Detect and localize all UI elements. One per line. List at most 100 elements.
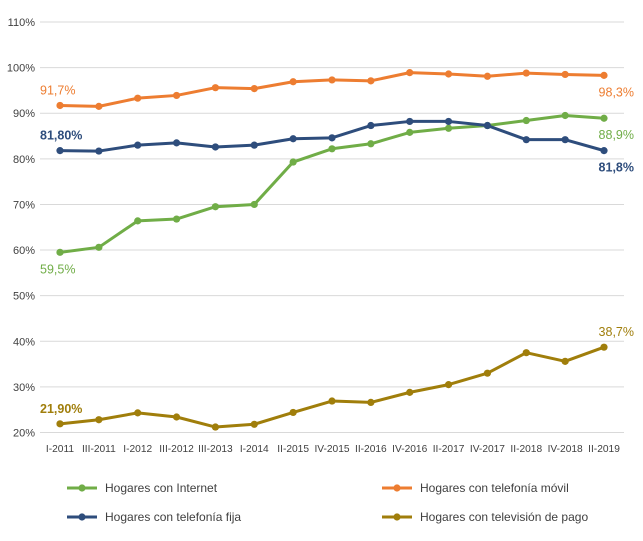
data-point-hogares-con-telefon-a-m-vil <box>444 70 453 78</box>
data-point-hogares-con-internet <box>561 111 569 120</box>
data-point-hogares-con-telefon-a-fija <box>522 136 530 144</box>
data-point-hogares-con-telefon-a-fija <box>134 141 142 149</box>
data-point-hogares-con-televisi-n-de-pago <box>600 343 608 351</box>
data-point-hogares-con-telefon-a-fija <box>367 121 375 130</box>
data-point-hogares-con-internet <box>172 215 181 223</box>
y-axis-tick-label: 70% <box>13 199 35 211</box>
legend-label-telefonia-fija: Hogares con telefonía fija <box>105 510 242 524</box>
data-label-first-hogares-con-televisi-n-de-pago: 21,90% <box>40 402 82 416</box>
data-point-hogares-con-telefon-a-m-vil <box>600 71 608 79</box>
data-point-hogares-con-televisi-n-de-pago <box>172 413 181 421</box>
data-point-hogares-con-televisi-n-de-pago <box>561 357 569 365</box>
x-axis-tick-label: III-2011 <box>82 444 116 455</box>
x-axis-tick-label: II-2015 <box>277 444 309 455</box>
data-point-hogares-con-internet <box>211 203 220 211</box>
data-label-last-hogares-con-telefon-a-m-vil: 98,3% <box>599 85 634 99</box>
data-point-hogares-con-televisi-n-de-pago <box>444 381 453 389</box>
data-label-first-hogares-con-telefon-a-fija: 81,80% <box>40 129 82 143</box>
data-label-last-hogares-con-internet: 88,9% <box>599 128 634 142</box>
x-axis-tick-label: IV-2016 <box>392 444 427 455</box>
data-point-hogares-con-televisi-n-de-pago <box>56 420 64 428</box>
y-axis-tick-label: 50% <box>13 291 35 303</box>
x-axis-tick-label: IV-2018 <box>548 444 583 455</box>
data-point-hogares-con-telefon-a-fija <box>172 139 181 147</box>
x-axis-tick-label: I-2014 <box>240 444 269 455</box>
legend-item-hogares-con-telefonia-fija: Hogares con telefonía fija <box>66 509 241 525</box>
data-label-last-hogares-con-telefon-a-fija: 81,8% <box>599 161 634 175</box>
x-axis-tick-label: I-2011 <box>46 444 74 455</box>
y-axis-tick-label: 80% <box>13 154 35 166</box>
legend-item-hogares-con-internet: Hogares con Internet <box>66 480 217 496</box>
data-point-hogares-con-telefon-a-m-vil <box>289 78 297 86</box>
data-point-hogares-con-televisi-n-de-pago <box>289 408 297 417</box>
legend-label-television-pago: Hogares con televisión de pago <box>420 510 589 524</box>
legend-label-internet: Hogares con Internet <box>105 481 218 495</box>
y-axis-tick-label: 90% <box>13 108 35 120</box>
data-point-hogares-con-internet <box>406 128 414 136</box>
data-point-hogares-con-telefon-a-m-vil <box>56 101 64 110</box>
data-point-hogares-con-telefon-a-m-vil <box>406 69 414 77</box>
data-point-hogares-con-televisi-n-de-pago <box>328 397 336 405</box>
data-point-hogares-con-telefon-a-fija <box>250 141 258 149</box>
data-point-hogares-con-telefon-a-fija <box>444 117 453 126</box>
x-axis-tick-label: II-2018 <box>510 444 542 455</box>
data-point-hogares-con-televisi-n-de-pago <box>522 349 530 357</box>
legend-label-telefonia-movil: Hogares con telefonía móvil <box>420 481 569 495</box>
y-axis-tick-label: 60% <box>13 245 35 257</box>
y-axis-tick-label: 40% <box>13 336 35 348</box>
data-point-hogares-con-telefon-a-m-vil <box>172 91 181 100</box>
x-axis-tick-label: II-2016 <box>355 444 387 455</box>
data-point-hogares-con-televisi-n-de-pago <box>483 369 492 377</box>
x-axis-tick-label: III-2013 <box>198 444 233 455</box>
legend-marker-television-pago-icon <box>382 513 412 521</box>
x-axis-tick-label: IV-2015 <box>314 444 349 455</box>
x-axis-tick-label: II-2019 <box>588 444 620 455</box>
data-point-hogares-con-internet <box>600 114 608 122</box>
data-point-hogares-con-televisi-n-de-pago <box>95 416 103 424</box>
y-axis-tick-label: 20% <box>13 428 35 440</box>
x-axis-tick-label: I-2012 <box>123 444 152 455</box>
data-point-hogares-con-telefon-a-fija <box>211 143 220 151</box>
data-point-hogares-con-internet <box>444 124 453 132</box>
data-label-first-hogares-con-telefon-a-m-vil: 91,7% <box>40 83 75 97</box>
data-point-hogares-con-telefon-a-m-vil <box>328 76 336 84</box>
x-axis-tick-label: IV-2017 <box>470 444 505 455</box>
data-point-hogares-con-internet <box>328 145 336 153</box>
data-point-hogares-con-internet <box>250 200 258 209</box>
y-axis-tick-label: 110% <box>8 17 36 29</box>
data-point-hogares-con-internet <box>95 243 103 251</box>
data-point-hogares-con-internet <box>522 116 530 125</box>
data-point-hogares-con-televisi-n-de-pago <box>211 423 220 431</box>
data-point-hogares-con-telefon-a-fija <box>600 147 608 155</box>
data-point-hogares-con-televisi-n-de-pago <box>134 409 142 417</box>
legend-item-hogares-con-telefonia-movil: Hogares con telefonía móvil <box>381 480 569 496</box>
data-label-last-hogares-con-televisi-n-de-pago: 38,7% <box>599 325 634 339</box>
data-point-hogares-con-internet <box>56 248 64 256</box>
data-point-hogares-con-telefon-a-fija <box>483 121 492 130</box>
data-point-hogares-con-telefon-a-fija <box>289 135 297 143</box>
x-axis-tick-label: III-2012 <box>159 444 194 455</box>
x-axis-tick-label: II-2017 <box>433 444 465 455</box>
data-point-hogares-con-televisi-n-de-pago <box>250 420 258 428</box>
data-point-hogares-con-televisi-n-de-pago <box>367 398 375 406</box>
legend-marker-telefonia-movil-icon <box>382 484 412 492</box>
data-point-hogares-con-telefon-a-fija <box>56 147 64 155</box>
data-point-hogares-con-telefon-a-m-vil <box>522 69 530 77</box>
data-point-hogares-con-telefon-a-m-vil <box>483 72 492 80</box>
legend-marker-internet-icon <box>67 484 97 492</box>
data-point-hogares-con-internet <box>367 140 375 148</box>
data-point-hogares-con-telefon-a-m-vil <box>561 70 569 79</box>
data-point-hogares-con-telefon-a-fija <box>95 147 103 155</box>
data-point-hogares-con-telefon-a-m-vil <box>250 84 258 93</box>
data-point-hogares-con-telefon-a-fija <box>406 117 414 126</box>
data-point-hogares-con-telefon-a-m-vil <box>367 77 375 85</box>
data-point-hogares-con-internet <box>134 217 142 225</box>
y-axis-tick-label: 100% <box>7 63 35 75</box>
data-point-hogares-con-telefon-a-m-vil <box>134 94 142 102</box>
data-point-hogares-con-telefon-a-m-vil <box>95 102 103 110</box>
data-point-hogares-con-televisi-n-de-pago <box>406 388 414 396</box>
legend-marker-telefonia-fija-icon <box>67 513 97 521</box>
legend-item-hogares-con-television-de-pago: Hogares con televisión de pago <box>381 509 588 525</box>
